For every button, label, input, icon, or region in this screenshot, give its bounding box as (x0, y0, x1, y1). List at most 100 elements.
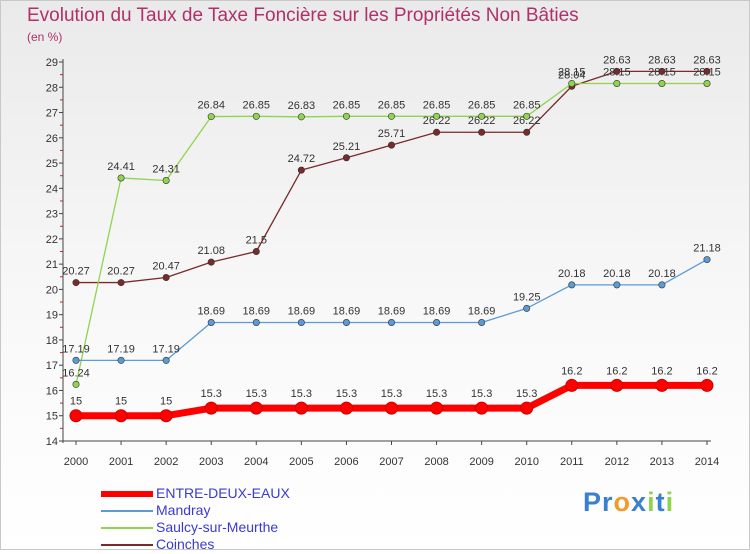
data-label-coinches: 20.47 (152, 261, 180, 273)
data-label-coinches: 20.27 (62, 266, 90, 278)
brand-logo-letter: i (665, 487, 675, 517)
data-label-saulcy-sur-meurthe: 26.83 (288, 100, 316, 112)
legend-swatch-coinches (101, 544, 153, 546)
data-label-coinches: 28.63 (693, 54, 721, 66)
data-point-mandray (162, 356, 170, 364)
data-label-saulcy-sur-meurthe: 26.85 (513, 99, 541, 111)
brand-logo-letter: r (602, 487, 614, 517)
axes: 14 15 16 17 18 19 20 21 22 23 24 25 26 27 28 29 2000 2001… (46, 57, 719, 468)
data-label-entre-deux-eaux: 16.2 (651, 365, 672, 377)
data-label-entre-deux-eaux: 16.2 (606, 365, 627, 377)
data-label-mandray: 18.69 (197, 305, 225, 317)
data-label-coinches: 26.22 (468, 115, 496, 127)
x-tick-label: 2006 (334, 456, 358, 468)
data-label-saulcy-sur-meurthe: 28.15 (603, 66, 631, 78)
data-point-saulcy-sur-meurthe (297, 113, 305, 121)
x-tick-label: 2011 (560, 456, 584, 468)
y-tick-label: 14 (46, 436, 58, 448)
data-label-mandray: 18.69 (378, 305, 406, 317)
data-labels-layer: 20.27 20.27 20.47 21.08 21.5 24.72 25.21 25.71 2… (62, 54, 721, 407)
y-tick-label: 15 (46, 411, 58, 423)
data-point-saulcy-sur-meurthe (568, 79, 576, 87)
data-point-coinches (207, 258, 215, 266)
data-point-saulcy-sur-meurthe (207, 113, 215, 121)
data-point-entre-deux-eaux (114, 409, 128, 423)
data-label-entre-deux-eaux: 15 (160, 396, 172, 408)
data-point-coinches (162, 274, 170, 282)
data-point-entre-deux-eaux (339, 401, 353, 415)
data-point-mandray (478, 318, 486, 326)
data-point-entre-deux-eaux (249, 401, 263, 415)
data-point-mandray (117, 356, 125, 364)
data-point-entre-deux-eaux (69, 409, 83, 423)
data-point-coinches (117, 279, 125, 287)
data-label-mandray: 20.18 (558, 268, 586, 280)
data-label-saulcy-sur-meurthe: 26.84 (197, 100, 225, 112)
data-label-entre-deux-eaux: 16.2 (696, 365, 717, 377)
y-tick-label: 26 (46, 133, 58, 145)
data-label-entre-deux-eaux: 15.3 (471, 388, 492, 400)
y-tick-label: 20 (46, 284, 58, 296)
data-point-entre-deux-eaux (430, 401, 444, 415)
data-point-saulcy-sur-meurthe (433, 112, 441, 120)
data-point-entre-deux-eaux (565, 378, 579, 392)
data-label-entre-deux-eaux: 15.3 (426, 388, 447, 400)
legend-label: Mandray (156, 502, 211, 518)
y-tick-label: 18 (46, 335, 58, 347)
data-point-entre-deux-eaux (700, 378, 714, 392)
data-label-saulcy-sur-meurthe: 26.85 (423, 99, 451, 111)
y-tick-label: 16 (46, 385, 58, 397)
data-point-coinches (703, 67, 711, 75)
x-tick-label: 2012 (605, 456, 629, 468)
chart-title: Evolution du Taux de Taxe Foncière sur l… (27, 5, 579, 26)
data-point-mandray (703, 256, 711, 264)
data-label-saulcy-sur-meurthe: 24.31 (152, 164, 180, 176)
data-point-saulcy-sur-meurthe (72, 380, 80, 388)
legend-label: Coinches (156, 536, 215, 552)
data-label-saulcy-sur-meurthe: 16.24 (62, 367, 90, 379)
legend-swatch-mandray (101, 510, 153, 512)
data-label-entre-deux-eaux: 15.3 (336, 388, 357, 400)
y-tick-label: 19 (46, 310, 58, 322)
data-label-mandray: 18.69 (423, 305, 451, 317)
legend-swatch-saulcy-sur-meurthe (101, 527, 153, 529)
data-point-saulcy-sur-meurthe (387, 112, 395, 120)
data-point-mandray (297, 318, 305, 326)
data-point-saulcy-sur-meurthe (703, 79, 711, 87)
x-tick-label: 2005 (289, 456, 313, 468)
data-label-entre-deux-eaux: 16.2 (561, 365, 582, 377)
brand-logo-letter: P (583, 487, 603, 517)
x-tick-label: 2010 (514, 456, 538, 468)
legend-swatch-entre-deux-eaux (101, 491, 153, 497)
data-point-coinches (433, 128, 441, 136)
x-tick-label: 2001 (109, 456, 133, 468)
brand-logo: Proxiti (583, 487, 674, 518)
data-point-entre-deux-eaux (204, 401, 218, 415)
data-point-mandray (433, 318, 441, 326)
data-label-mandray: 19.25 (513, 291, 541, 303)
data-label-entre-deux-eaux: 15.3 (246, 388, 267, 400)
x-tick-label: 2008 (424, 456, 448, 468)
x-tick-label: 2002 (154, 456, 178, 468)
data-label-mandray: 18.69 (288, 305, 316, 317)
data-label-mandray: 17.19 (107, 343, 135, 355)
data-label-mandray: 20.18 (603, 268, 631, 280)
y-tick-label: 25 (46, 158, 58, 170)
data-point-saulcy-sur-meurthe (342, 112, 350, 120)
data-point-coinches (523, 128, 531, 136)
data-point-entre-deux-eaux (610, 378, 624, 392)
y-tick-label: 27 (46, 108, 58, 120)
x-tick-label: 2000 (64, 456, 88, 468)
data-label-coinches: 25.71 (378, 128, 406, 140)
data-label-entre-deux-eaux: 15.3 (381, 388, 402, 400)
data-point-saulcy-sur-meurthe (117, 174, 125, 182)
data-point-saulcy-sur-meurthe (162, 177, 170, 185)
data-label-coinches: 21.5 (246, 235, 267, 247)
data-point-mandray (207, 318, 215, 326)
data-label-entre-deux-eaux: 15.3 (516, 388, 537, 400)
data-point-coinches (478, 128, 486, 136)
y-tick-label: 23 (46, 209, 58, 221)
data-label-saulcy-sur-meurthe: 28.15 (558, 66, 586, 78)
data-point-entre-deux-eaux (385, 401, 398, 415)
